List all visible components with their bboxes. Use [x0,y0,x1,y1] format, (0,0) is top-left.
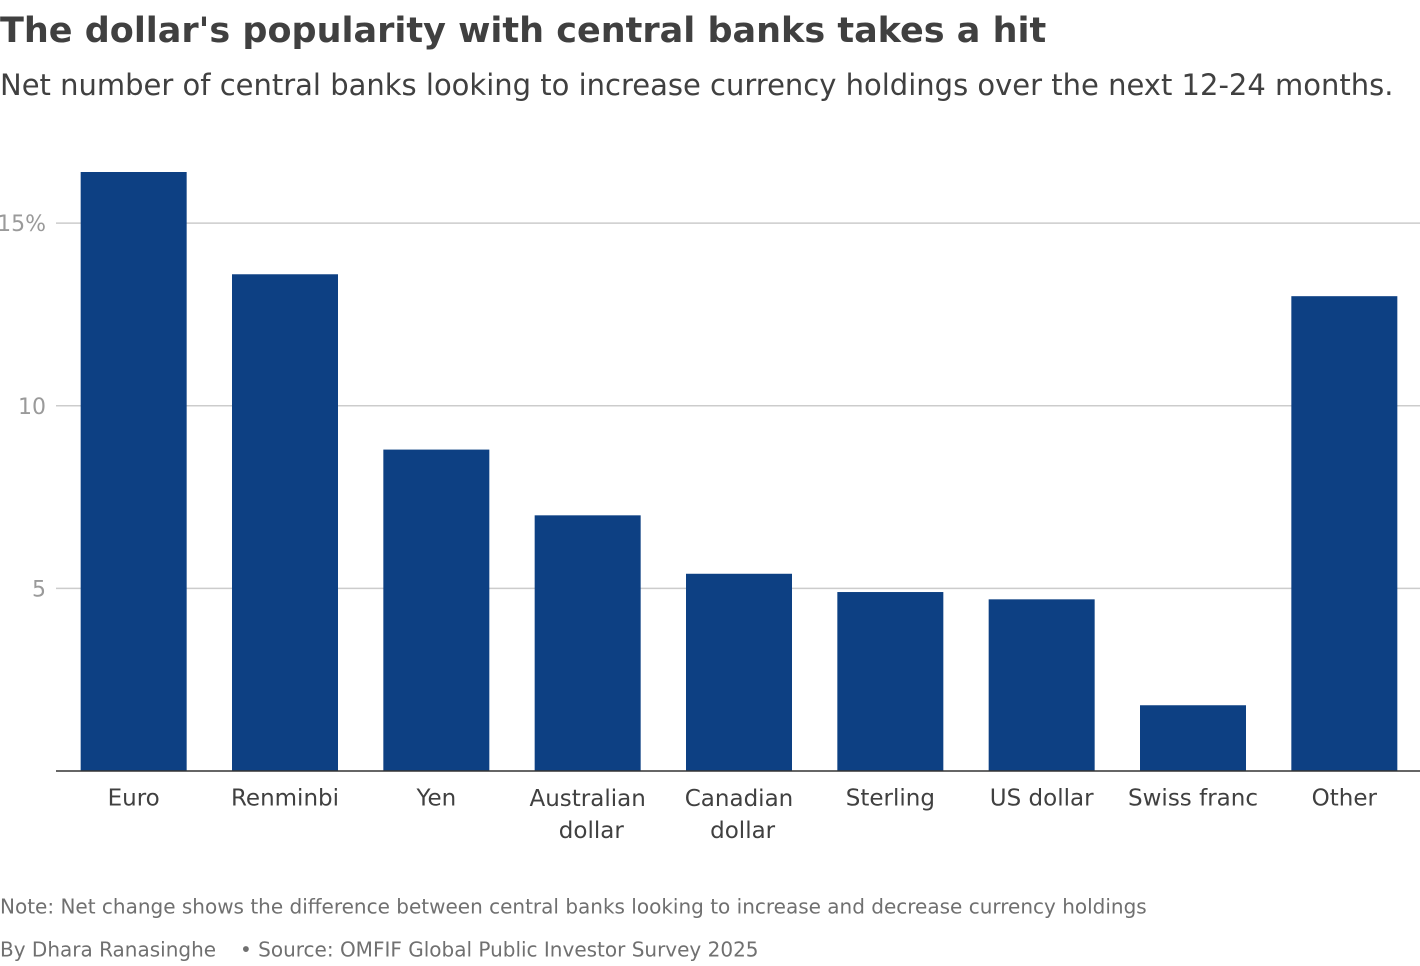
x-tick-label: Australian dollar [530,786,646,844]
bar [80,172,187,771]
bar [686,573,792,771]
x-tick-label: US dollar [990,786,1094,812]
bar [1291,296,1398,771]
byline: By Dhara Ranasinghe [0,938,216,962]
x-tick-label: Sterling [846,786,935,812]
x-tick-label: Canadian dollar [685,786,794,844]
chart-title: The dollar's popularity with central ban… [0,11,1046,51]
x-tick-label: Other [1312,786,1378,812]
bar [232,274,338,771]
chart-subtitle: Net number of central banks looking to i… [0,68,1394,102]
bar [988,599,1095,771]
bar [837,592,944,771]
y-tick-label: 5 [32,577,46,602]
bar [1140,705,1246,771]
y-tick-label: 10 [18,395,46,420]
source: • Source: OMFIF Global Public Investor S… [240,938,759,962]
bar [383,449,490,771]
x-tick-label: Swiss franc [1128,786,1258,812]
y-tick-label: 15% [0,212,46,237]
x-tick-label: Euro [108,786,160,812]
x-tick-label: Renminbi [231,786,339,812]
bar [534,515,641,771]
note: Note: Net change shows the difference be… [0,895,1147,919]
x-tick-label: Yen [415,786,456,812]
